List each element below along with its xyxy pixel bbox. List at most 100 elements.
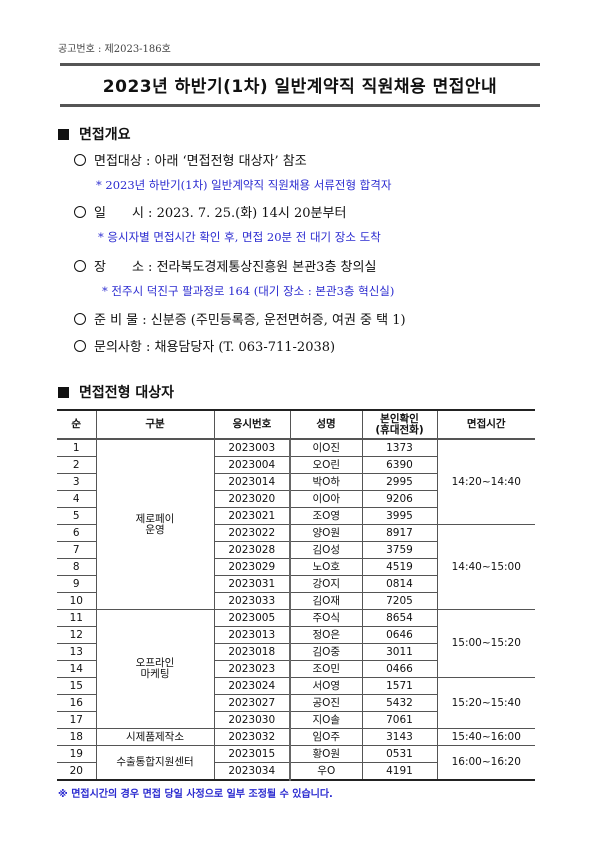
cell-phone-check: 0531 (361, 745, 438, 763)
cell-exam-number: 2023030 (213, 711, 291, 729)
cell-category: 시제품제작소 (95, 728, 215, 746)
table-row: 3 2023014 박O하 2995 (57, 473, 535, 491)
candidates-table: 순 구분 응시번호 성명 본인확인 (휴대전화) 면접시간 1 제로페이 운영 2023003… (57, 409, 535, 781)
cell-exam-number: 2023032 (213, 728, 291, 746)
cell-number: 17 (57, 711, 97, 729)
section-heading-text: 면접전형 대상자 (79, 385, 175, 401)
cell-exam-number: 2023014 (213, 473, 291, 491)
cell-name: 노O호 (289, 558, 363, 576)
cell-phone-check: 2995 (361, 473, 437, 491)
cell-name: 조O민 (289, 660, 363, 678)
cell-name: 조O영 (289, 507, 363, 525)
cell-phone-check: 5432 (361, 694, 437, 712)
cell-number: 16 (57, 694, 97, 712)
column-header: 응시번호 (213, 409, 291, 440)
page-title: 2023년 하반기(1차) 일반계약직 직원채용 면접안내 (102, 77, 498, 97)
cell-phone-check: 3759 (361, 541, 437, 559)
cell-number: 20 (57, 762, 97, 781)
cell-interview-time: 15:20~15:40 (436, 677, 535, 729)
cell-name: 정O은 (289, 626, 363, 644)
cell-exam-number: 2023024 (213, 677, 291, 695)
title-rule-top (60, 63, 540, 66)
table-row: 19 수출통합지원센터 2023015 황O원 0531 16:00~16:20 (57, 745, 535, 781)
circle-bullet-icon (74, 154, 86, 166)
note-datetime: * 응시자별 면접시간 확인 후, 면접 20분 전 대기 장소 도착 (98, 230, 381, 244)
cell-phone-check: 6390 (361, 456, 437, 474)
cell-number: 5 (57, 507, 97, 525)
square-bullet-icon (58, 129, 69, 140)
cell-name: 황O원 (289, 745, 363, 763)
cell-name: 지O솔 (289, 711, 363, 729)
column-header: 본인확인 (휴대전화) (361, 409, 438, 440)
cell-number: 4 (57, 490, 97, 508)
note-place: * 전주시 덕진구 팔과정로 164 (대기 장소 : 본관3층 혁신실) (102, 284, 395, 298)
cell-number: 14 (57, 660, 97, 678)
overview-item-materials: 준 비 물 : 신분증 (주민등록증, 운전면허증, 여권 중 택 1) (74, 309, 406, 328)
item-text: 문의사항 : 채용담당자 (T. 063-711-2038) (94, 340, 336, 355)
table-row: 10 2023033 김O재 7205 (57, 592, 535, 610)
cell-name: 임O주 (289, 728, 363, 746)
overview-item-place: 장 소 : 전라북도경제통상진흥원 본관3층 창의실 (74, 256, 376, 275)
cell-phone-check: 3995 (361, 507, 437, 525)
cell-phone-check: 3011 (361, 643, 437, 661)
column-header: 순 (57, 409, 97, 440)
cell-exam-number: 2023028 (213, 541, 291, 559)
overview-item-contact: 문의사항 : 채용담당자 (T. 063-711-2038) (74, 336, 335, 355)
overview-item-datetime: 일 시 : 2023. 7. 25.(화) 14시 20분부터 (74, 202, 346, 221)
cell-number: 12 (57, 626, 97, 644)
column-header: 구분 (95, 409, 215, 440)
cell-interview-time: 15:00~15:20 (436, 609, 535, 678)
cell-exam-number: 2023013 (213, 626, 291, 644)
cell-phone-check: 7205 (361, 592, 437, 610)
cell-exam-number: 2023005 (213, 609, 291, 627)
notice-number: 공고번호 : 제2023-186호 (58, 44, 171, 55)
cell-exam-number: 2023022 (213, 524, 291, 542)
cell-number: 19 (57, 745, 97, 763)
overview-item-target: 면접대상 : 아래 ‘면접전형 대상자’ 참조 (74, 150, 307, 169)
table-row: 11 오프라인 마케팅 2023005 주O식 8654 15:00~15:20 (57, 609, 535, 729)
cell-number: 13 (57, 643, 97, 661)
note-target: * 2023년 하반기(1차) 일반계약직 직원채용 서류전형 합격자 (96, 178, 392, 192)
item-text: 장 소 : 전라북도경제통상진흥원 본관3층 창의실 (94, 260, 377, 275)
cell-interview-time: 14:40~15:00 (436, 524, 535, 610)
table-row: 2 2023004 오O린 6390 (57, 456, 535, 474)
section-heading-text: 면접개요 (79, 127, 131, 143)
cell-exam-number: 2023023 (213, 660, 291, 678)
cell-name: 우O (289, 762, 363, 781)
cell-exam-number: 2023004 (213, 456, 291, 474)
column-header: 면접시간 (436, 409, 535, 440)
cell-phone-check: 1571 (361, 677, 438, 695)
table-row: 12 2023013 정O은 0646 (57, 626, 535, 644)
cell-number: 3 (57, 473, 97, 491)
table-row: 15 2023024 서O영 1571 15:20~15:40 (57, 677, 535, 729)
cell-category: 오프라인 마케팅 (95, 609, 215, 729)
cell-exam-number: 2023015 (213, 745, 291, 763)
cell-phone-check: 0814 (361, 575, 437, 593)
cell-name: 양O원 (289, 524, 363, 542)
cell-name: 오O린 (289, 456, 363, 474)
section-heading-overview: 면접개요 (58, 124, 131, 144)
footnote: ※ 면접시간의 경우 면접 당일 사정으로 일부 조정될 수 있습니다. (58, 789, 333, 800)
cell-number: 18 (57, 728, 97, 746)
section-heading-candidates: 면접전형 대상자 (58, 382, 174, 402)
cell-phone-check: 8917 (361, 524, 438, 542)
cell-phone-check: 8654 (361, 609, 438, 627)
circle-bullet-icon (74, 313, 86, 325)
circle-bullet-icon (74, 206, 86, 218)
table-row: 8 2023029 노O호 4519 (57, 558, 535, 576)
cell-name: 공O진 (289, 694, 363, 712)
cell-name: 이O아 (289, 490, 363, 508)
cell-name: 서O영 (289, 677, 363, 695)
cell-exam-number: 2023020 (213, 490, 291, 508)
cell-exam-number: 2023029 (213, 558, 291, 576)
table-row: 20 2023034 우O 4191 (57, 762, 535, 781)
cell-phone-check: 3143 (361, 728, 438, 746)
cell-number: 8 (57, 558, 97, 576)
cell-name: 주O식 (289, 609, 363, 627)
cell-phone-check: 9206 (361, 490, 437, 508)
cell-category: 수출통합지원센터 (95, 745, 215, 781)
cell-name: 김O중 (289, 643, 363, 661)
cell-number: 9 (57, 575, 97, 593)
cell-number: 6 (57, 524, 97, 542)
cell-interview-time: 16:00~16:20 (436, 745, 535, 781)
